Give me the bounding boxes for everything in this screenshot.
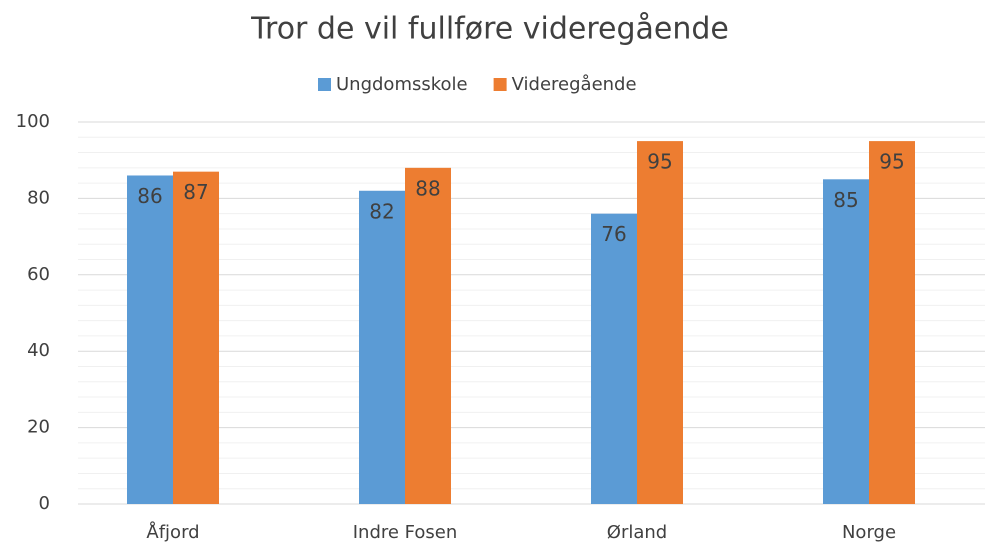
y-tick-label: 0 bbox=[39, 493, 50, 514]
data-label: 95 bbox=[879, 150, 904, 174]
data-label: 86 bbox=[137, 184, 162, 208]
data-label: 88 bbox=[415, 176, 440, 200]
y-tick-label: 60 bbox=[27, 264, 50, 285]
data-label: 95 bbox=[647, 150, 672, 174]
y-tick-label: 40 bbox=[27, 340, 50, 361]
bar bbox=[591, 213, 637, 504]
bar bbox=[359, 190, 405, 504]
x-tick-label: Indre Fosen bbox=[353, 522, 458, 543]
bar bbox=[637, 141, 683, 504]
data-label: 82 bbox=[369, 199, 394, 223]
y-tick-label: 20 bbox=[27, 417, 50, 438]
legend-label: Ungdomsskole bbox=[336, 74, 468, 95]
bar bbox=[127, 175, 173, 505]
legend-swatch bbox=[493, 78, 507, 91]
y-tick-label: 100 bbox=[16, 111, 50, 132]
x-tick-label: Åfjord bbox=[146, 521, 199, 543]
bar bbox=[869, 141, 915, 504]
x-tick-label: Norge bbox=[842, 522, 896, 543]
legend-swatch bbox=[318, 78, 331, 91]
legend-label: Videregående bbox=[512, 74, 637, 95]
bar bbox=[173, 171, 219, 504]
bar bbox=[823, 179, 869, 505]
y-tick-label: 80 bbox=[27, 187, 50, 208]
x-tick-label: Ørland bbox=[607, 522, 667, 543]
data-label: 76 bbox=[601, 222, 626, 246]
bar bbox=[405, 167, 451, 504]
data-label: 85 bbox=[833, 188, 858, 212]
data-label: 87 bbox=[183, 180, 208, 204]
chart-title: Tror de vil fullføre videregående bbox=[250, 12, 729, 47]
